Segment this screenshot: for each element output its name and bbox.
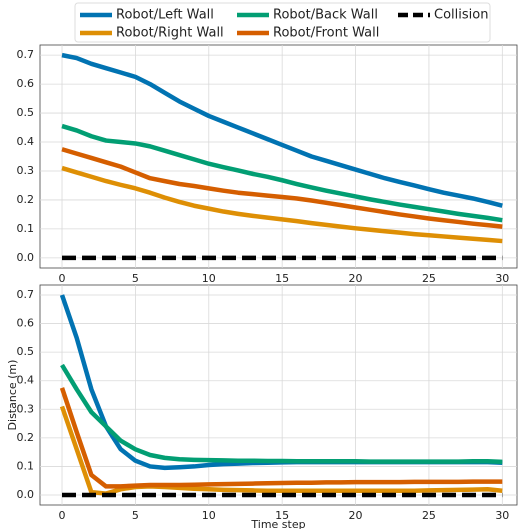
legend-box [74, 2, 491, 43]
x-tick-label: 0 [59, 509, 66, 522]
data-line [59, 387, 503, 489]
y-tick-label: 0.1 [17, 459, 35, 472]
x-tick-label: 25 [422, 509, 436, 522]
x-tick-label: 10 [202, 509, 216, 522]
legend-label: Robot/Front Wall [273, 26, 379, 41]
y-tick-label: 0.1 [17, 222, 35, 235]
legend-label: Robot/Right Wall [116, 26, 224, 41]
y-tick-label: 0.4 [17, 135, 35, 148]
x-tick-label: 30 [495, 509, 509, 522]
y-tick-label: 0.6 [17, 77, 35, 90]
x-tick-label: 25 [422, 272, 436, 285]
data-line [61, 52, 503, 208]
y-tick-label: 0.0 [17, 488, 35, 501]
plot-area [39, 284, 518, 506]
x-tick-label: 10 [202, 272, 216, 285]
plot-area [39, 44, 518, 269]
data-line [61, 147, 503, 229]
legend-label: Collision [434, 8, 488, 23]
y-tick-label: 0.5 [17, 106, 35, 119]
y-tick-label: 0.7 [17, 48, 35, 61]
legend-label: Robot/Back Wall [273, 8, 378, 23]
x-tick-label: 15 [275, 509, 289, 522]
x-tick-label: 15 [275, 272, 289, 285]
x-axis-label: Time step [250, 518, 305, 529]
x-tick-label: 5 [132, 272, 139, 285]
x-tick-label: 20 [349, 509, 363, 522]
y-tick-label: 0.2 [17, 193, 35, 206]
y-tick-label: 0.6 [17, 317, 35, 330]
y-tick-label: 0.3 [17, 164, 35, 177]
x-tick-label: 0 [59, 272, 66, 285]
x-tick-label: 5 [132, 509, 139, 522]
y-tick-label: 0.7 [17, 288, 35, 301]
x-tick-label: 20 [349, 272, 363, 285]
y-tick-label: 0.4 [17, 374, 35, 387]
y-tick-label: 0.3 [17, 402, 35, 415]
y-tick-label: 0.2 [17, 431, 35, 444]
data-line [60, 363, 503, 465]
data-line [61, 123, 503, 223]
y-tick-label: 0.5 [17, 345, 35, 358]
y-axis-label: Distance (m) [6, 360, 19, 431]
data-line [61, 165, 503, 244]
legend-label: Robot/Left Wall [116, 8, 214, 23]
x-tick-label: 30 [495, 272, 509, 285]
y-tick-label: 0.0 [17, 251, 35, 264]
